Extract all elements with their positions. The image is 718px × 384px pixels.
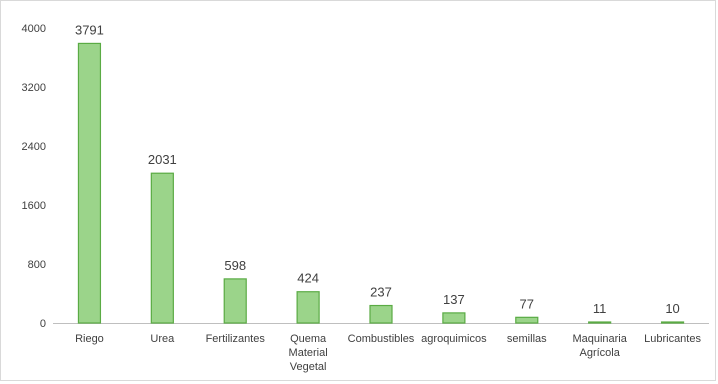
x-tick-label: Lubricantes	[644, 333, 701, 345]
bar	[588, 321, 612, 324]
bar	[442, 312, 466, 324]
bar	[660, 321, 685, 324]
bar	[150, 172, 174, 324]
x-tick-label-line: Riego	[75, 333, 104, 345]
data-label: 77	[520, 296, 534, 311]
data-label: 424	[297, 271, 319, 286]
y-tick-label: 0	[40, 318, 46, 330]
data-label: 11	[593, 301, 607, 316]
x-tick-label: Riego	[75, 333, 104, 345]
x-tick-label-line: Quema	[290, 333, 327, 345]
data-label: 598	[224, 258, 246, 273]
data-label: 2031	[148, 152, 177, 167]
y-tick-label: 800	[28, 259, 46, 271]
x-tick-label: Combustibles	[348, 333, 415, 345]
data-label: 3791	[75, 22, 104, 37]
bar	[223, 278, 247, 324]
y-tick-label: 3200	[22, 82, 46, 94]
x-tick-label-line: semillas	[507, 333, 547, 345]
bar	[369, 304, 393, 324]
x-tick-label-line: Vegetal	[290, 361, 327, 373]
x-tick-label: Quema Material Vegetal	[289, 333, 328, 373]
y-tick-label: 2400	[22, 141, 46, 153]
data-label: 10	[665, 301, 679, 316]
x-tick-label-line: agroquimicos	[421, 333, 487, 345]
bar	[296, 291, 320, 324]
bar	[515, 316, 539, 324]
x-tick-label-line: Material	[289, 347, 328, 359]
x-tick-label: semillas	[507, 333, 547, 345]
y-tick-label: 1600	[22, 200, 46, 212]
x-tick-label: agroquimicos	[421, 333, 487, 345]
data-label: 237	[370, 285, 392, 300]
bar	[77, 42, 102, 324]
x-tick-label-line: Maquinaria	[572, 333, 627, 345]
x-tick-label-line: Urea	[150, 333, 175, 345]
x-tick-label-line: Agrícola	[579, 347, 620, 359]
x-tick-label: Maquinaria Agrícola	[572, 333, 627, 359]
x-tick-label: Fertilizantes	[206, 333, 266, 345]
x-tick-label-line: Fertilizantes	[206, 333, 266, 345]
y-tick-label: 4000	[22, 23, 46, 35]
data-label: 137	[443, 292, 465, 307]
x-tick-label-line: Combustibles	[348, 333, 415, 345]
x-tick-label: Urea	[150, 333, 175, 345]
x-tick-label-line: Lubricantes	[644, 333, 701, 345]
